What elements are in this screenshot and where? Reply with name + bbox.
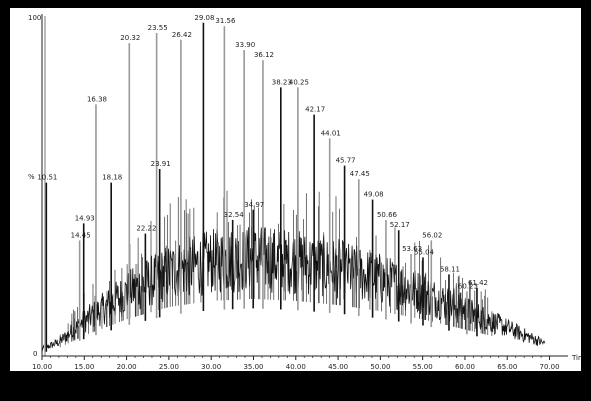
x-tick-label: 55.00 <box>413 363 433 371</box>
peak-label: 16.38 <box>87 95 107 103</box>
peak-label: 58.11 <box>440 265 460 273</box>
peak-label: 38.23 <box>272 78 292 86</box>
x-tick-label: 25.00 <box>159 363 179 371</box>
chromatogram-chart: 10.51 14.45 14.93 16.38 18.18 20.32 22.22 23.55… <box>28 14 581 371</box>
peak-label: 60.23 <box>458 282 478 290</box>
peak-label: 55.04 <box>414 248 435 256</box>
x-tick-label: 10.00 <box>32 363 52 371</box>
x-tick-label: 70.00 <box>540 363 560 371</box>
peak-label: 26.42 <box>172 31 192 39</box>
y-tick-label-top: 100 <box>28 14 41 22</box>
chromatogram-frame: 10.51 14.45 14.93 16.38 18.18 20.32 22.22 23.55… <box>10 8 581 371</box>
peak-label: 23.91 <box>151 160 171 168</box>
x-tick-label: 15.00 <box>74 363 94 371</box>
peak-label: 29.08 <box>194 14 214 22</box>
y-tick-label-bottom: 0 <box>33 350 37 358</box>
x-tick-label: 30.00 <box>201 363 221 371</box>
peak-label: 40.25 <box>289 78 309 86</box>
peak-label: 32.54 <box>224 211 245 219</box>
x-tick-label: 40.00 <box>286 363 306 371</box>
peak-label: 49.08 <box>364 191 384 199</box>
peak-label: 10.51 <box>37 174 57 182</box>
peak-lines <box>44 16 478 356</box>
x-axis-label: Time <box>571 354 581 362</box>
peak-label: 45.77 <box>336 157 356 165</box>
peak-label: 18.18 <box>102 174 122 182</box>
peak-label: 31.56 <box>215 17 236 25</box>
peak-label: 14.45 <box>71 231 91 239</box>
peak-label: 44.01 <box>321 129 341 137</box>
peak-label: 23.55 <box>148 24 168 32</box>
peak-label: 47.45 <box>350 170 370 178</box>
baseline-noise-trace <box>41 190 546 352</box>
peak-label: 22.22 <box>136 225 156 233</box>
y-axis-label: % <box>28 173 35 181</box>
peak-label: 53.63 <box>402 245 422 253</box>
peak-label: 61.42 <box>468 279 488 287</box>
peak-label: 50.66 <box>377 211 398 219</box>
peak-label: 52.17 <box>390 221 410 229</box>
x-tick-label: 60.00 <box>455 363 475 371</box>
peak-label: 34.97 <box>244 201 264 209</box>
x-axis-ticks: 10.00 15.00 20.00 25.00 30.00 35.00 40.00 45.00… <box>32 356 560 371</box>
peak-label: 33.90 <box>235 41 255 49</box>
peak-label: 20.32 <box>120 34 140 42</box>
x-tick-label: 45.00 <box>328 363 348 371</box>
peak-label: 14.93 <box>75 214 95 222</box>
x-tick-label: 20.00 <box>117 363 137 371</box>
peak-label: 42.17 <box>305 106 325 114</box>
peak-label: 36.12 <box>254 51 274 59</box>
x-tick-label: 35.00 <box>243 363 263 371</box>
x-tick-label: 50.00 <box>370 363 390 371</box>
peak-label: 56.02 <box>422 231 442 239</box>
peak-labels: 10.51 14.45 14.93 16.38 18.18 20.32 22.22 23.55… <box>37 14 488 291</box>
x-tick-label: 65.00 <box>497 363 517 371</box>
